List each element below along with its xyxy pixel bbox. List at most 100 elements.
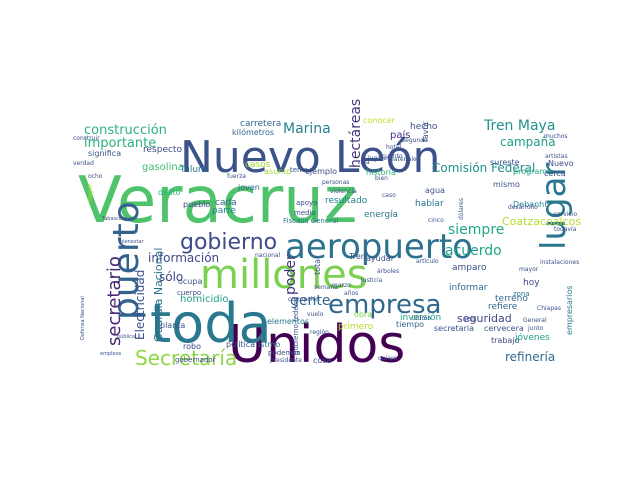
cloud-word: empresarios (565, 286, 574, 335)
cloud-word: millones (200, 252, 368, 298)
cloud-word: país (390, 129, 410, 141)
cloud-word: General (523, 317, 547, 324)
cloud-word: hecho (410, 122, 438, 132)
cloud-word: bienestar (120, 239, 145, 245)
cloud-word: caso (382, 192, 396, 199)
cloud-word: gente (290, 293, 330, 309)
cloud-word: toda (150, 292, 272, 355)
cloud-word: casos (245, 160, 271, 170)
cloud-word: llegar (87, 183, 94, 201)
cloud-word: junto (527, 325, 544, 332)
cloud-word: respecto (143, 145, 182, 155)
cloud-word: tiempo (396, 320, 424, 329)
cloud-word: Tulum (179, 165, 207, 175)
cloud-word: gobierno federal (292, 297, 300, 355)
cloud-word: campaña (500, 135, 556, 149)
cloud-word: lugares (368, 155, 390, 162)
cloud-word: Nuevo León (180, 132, 440, 183)
cloud-word: siempre (448, 222, 504, 238)
cloud-word: ocupa (178, 277, 202, 286)
cloud-word: personas (322, 179, 349, 186)
cloud-word: historia (366, 168, 396, 177)
cloud-word: quiero (378, 355, 397, 362)
cloud-word: pública (117, 333, 135, 340)
cloud-word: gobierno (180, 230, 277, 255)
cloud-word: kilómetros (232, 127, 274, 137)
cloud-word: Debanhi (513, 200, 546, 209)
cloud-word: inversión (400, 312, 441, 323)
cloud-word: nacional (255, 252, 281, 259)
cloud-word: importante (84, 136, 156, 151)
cloud-word: terreno (495, 294, 528, 304)
cloud-word: artículo (416, 258, 439, 265)
cloud-word: desarrollo (508, 204, 538, 211)
cloud-word: fuerza (227, 173, 246, 180)
cloud-word: aeropuerto (285, 227, 473, 267)
cloud-word: construir (73, 135, 100, 142)
cloud-word: elementos (267, 317, 309, 326)
cloud-word: refiere (488, 302, 518, 312)
cloud-word: secretaria (434, 324, 474, 333)
cloud-word: pueblo (183, 200, 210, 209)
cloud-word: ocho (88, 173, 103, 180)
cloud-word: cinco (428, 217, 444, 224)
cloud-word: instalaciones (540, 259, 579, 266)
cloud-word: obra (354, 310, 372, 319)
cloud-word: árboles (377, 268, 399, 275)
cloud-word: región (310, 329, 329, 336)
cloud-word: agua (425, 186, 445, 195)
cloud-word: apoyo (296, 199, 317, 207)
cloud-word: bien (375, 175, 388, 182)
cloud-word: Marina (283, 121, 331, 137)
cloud-word: último (412, 315, 431, 322)
cloud-word: construcción (84, 123, 167, 138)
cloud-word: delito (158, 188, 181, 197)
cloud-word: mayor (519, 266, 539, 273)
cloud-word: política (226, 340, 255, 349)
cloud-word: gasolina (142, 162, 184, 173)
cloud-word: años (344, 290, 358, 297)
cloud-word: vida (357, 159, 370, 166)
cloud-word: Coatzacoalcos (502, 215, 581, 228)
cloud-word: trabajo (491, 336, 520, 345)
cloud-word: puerto (106, 201, 147, 320)
cloud-word: muchos (544, 133, 568, 140)
cloud-word: marzo (332, 282, 351, 289)
cloud-word: corrupción (288, 296, 320, 303)
cloud-word: resultado (325, 196, 368, 206)
cloud-word: jóvenes (514, 332, 550, 343)
cloud-word: Justicia (360, 277, 383, 284)
cloud-word: Electricidad (133, 270, 147, 340)
cloud-word: cerca (544, 169, 566, 178)
cloud-word: homicidio (180, 294, 229, 305)
cloud-word: significa (88, 149, 121, 158)
cloud-word: hoy (523, 278, 540, 288)
cloud-word: Fiscalía General (283, 217, 338, 225)
cloud-word: ayudar (366, 254, 395, 263)
cloud-word: tema (290, 166, 308, 174)
cloud-word: vuelo (307, 311, 324, 318)
cloud-word: poder (283, 254, 299, 295)
cloud-word: acuerdo (445, 243, 502, 259)
cloud-word: Unidos (228, 315, 405, 375)
cloud-word: amparo (452, 263, 487, 273)
cloud-word: cervecera (484, 324, 524, 333)
cloud-word: violencia (330, 188, 357, 195)
cloud-word: secretario (104, 256, 125, 346)
cloud-word: total (313, 257, 322, 275)
cloud-word: dólares (458, 198, 465, 220)
cloud-word: cada (215, 198, 237, 208)
cloud-word: carretera (240, 119, 281, 129)
cloud-word: favor (421, 121, 430, 142)
cloud-word: artistas (545, 153, 567, 160)
cloud-word: asunto (264, 167, 291, 176)
cloud-word: Tren Maya (483, 118, 555, 134)
cloud-word: hotel (386, 144, 402, 151)
cloud-word: parte (212, 206, 236, 216)
cloud-word: materiales (388, 156, 420, 163)
cloud-word: ejemplo (305, 167, 337, 176)
cloud-word: Guardia Nacional (152, 248, 165, 342)
cloud-word: Tabasco (101, 216, 122, 222)
